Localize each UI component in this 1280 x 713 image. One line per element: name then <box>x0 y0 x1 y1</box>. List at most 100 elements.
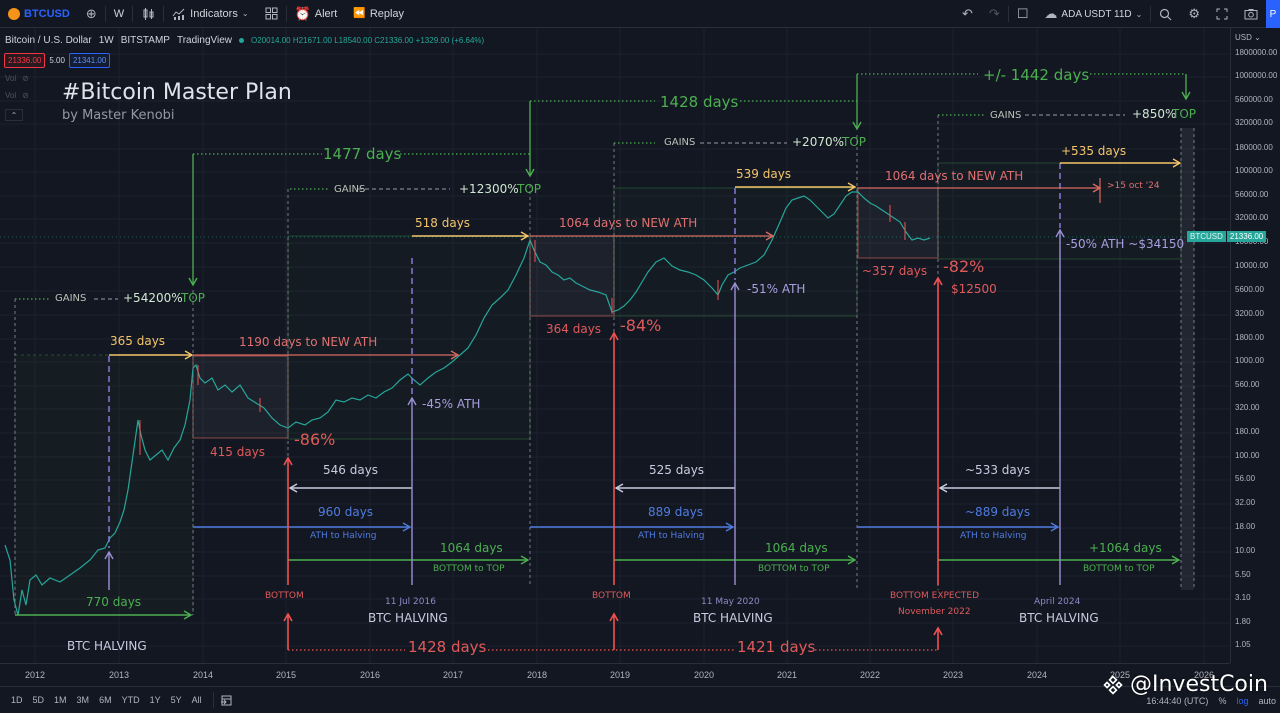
open-value: O20014.00 <box>251 36 291 45</box>
divider <box>1007 6 1009 22</box>
time-tick: 2017 <box>442 670 464 680</box>
price-tick: 320000.00 <box>1235 118 1273 127</box>
range-button-ytd[interactable]: YTD <box>121 695 140 705</box>
price-tick: 32.00 <box>1235 498 1256 507</box>
square-icon: ☐ <box>1016 6 1029 21</box>
snapshot-button[interactable] <box>1236 0 1266 28</box>
time-tick: 2013 <box>108 670 130 680</box>
price-chart[interactable] <box>0 28 1230 663</box>
fullscreen-button[interactable] <box>1208 0 1236 28</box>
bottom-up-arrows <box>283 276 943 650</box>
divider <box>285 5 287 22</box>
save-layout-button[interactable]: ☁ ADA USDT 11D ⌄ <box>1036 0 1150 28</box>
sell-button[interactable]: 21336.00 <box>4 53 46 68</box>
symbol-search-button[interactable]: BTCUSD <box>0 0 78 28</box>
price-tick: 56000.00 <box>1235 190 1269 199</box>
current-price: 21336.00 <box>1226 231 1267 242</box>
range-button-6m[interactable]: 6M <box>99 695 112 705</box>
market-status-icon <box>239 38 244 43</box>
gains-lines <box>94 114 1125 300</box>
currency-label: USD <box>1235 33 1252 42</box>
price-tick: 1800.00 <box>1235 333 1264 342</box>
time-tick: 2023 <box>942 670 964 680</box>
goto-date-icon[interactable] <box>220 694 233 707</box>
close-value: C21336.00 <box>374 36 414 45</box>
price-tick: 320.00 <box>1235 403 1260 412</box>
percent-scale-toggle[interactable]: % <box>1218 695 1227 706</box>
binance-logo-icon <box>1103 674 1123 695</box>
publish-button[interactable]: P <box>1266 0 1280 28</box>
vol-label: Vol <box>5 91 17 100</box>
time-tick: 2021 <box>776 670 798 680</box>
time-tick: 2018 <box>526 670 548 680</box>
chart-subtitle: by Master Kenobi <box>62 108 175 123</box>
symbol-name: BTCUSD <box>24 7 70 20</box>
plus-circle-icon: ⊕ <box>85 5 97 21</box>
quick-search-button[interactable] <box>1151 0 1180 28</box>
bitcoin-logo-icon <box>8 7 20 20</box>
range-button-3m[interactable]: 3M <box>76 695 90 705</box>
current-symbol: BTCUSD <box>1187 231 1226 242</box>
interval-button[interactable]: W <box>106 0 132 28</box>
range-button-1y[interactable]: 1Y <box>149 695 161 705</box>
legend-interval: 1W <box>98 35 114 46</box>
volume-indicator-row[interactable]: Vol ⊘ <box>5 91 29 100</box>
volume-indicator-row[interactable]: Vol ⊘ <box>5 74 29 83</box>
chevron-down-icon: ⌄ <box>1135 9 1143 19</box>
price-tick: 5600.00 <box>1235 285 1264 294</box>
price-tick: 180.00 <box>1235 427 1260 436</box>
range-button-5d[interactable]: 5D <box>32 695 45 705</box>
undo-icon: ↶ <box>961 6 973 21</box>
search-icon <box>1159 8 1172 21</box>
clock[interactable]: 16:44:40 (UTC) <box>1146 695 1209 706</box>
divider <box>104 5 106 22</box>
time-tick: 2020 <box>693 670 715 680</box>
spread-value: 5.00 <box>49 56 65 65</box>
eye-hidden-icon[interactable]: ⊘ <box>22 74 29 83</box>
range-button-1m[interactable]: 1M <box>54 695 67 705</box>
select-layout-button[interactable]: ☐ <box>1009 0 1037 28</box>
time-tick: 2026 <box>1193 670 1215 680</box>
auto-scale-toggle[interactable]: auto <box>1258 695 1276 706</box>
eye-hidden-icon[interactable]: ⊘ <box>22 91 29 100</box>
undo-button[interactable]: ↶ <box>954 0 981 28</box>
range-button-all[interactable]: All <box>191 695 202 705</box>
divider <box>132 5 134 22</box>
layout-name: ADA USDT 11D <box>1061 8 1132 20</box>
range-button-1d[interactable]: 1D <box>11 695 23 705</box>
legend-exchange: BITSTAMP <box>120 35 170 46</box>
compare-symbol-button[interactable]: ⊕ <box>78 0 105 28</box>
currency-selector[interactable]: USD ⌄ <box>1235 33 1261 42</box>
cloud-check-icon: ☁ <box>1044 6 1058 21</box>
change-value: +1329.00 (+6.64%) <box>415 36 485 45</box>
redo-button[interactable]: ↷ <box>981 0 1008 28</box>
grid <box>0 28 1230 663</box>
settings-button[interactable]: ⚙ <box>1180 0 1208 28</box>
candles-icon <box>141 7 155 21</box>
bottom-right-controls: 16:44:40 (UTC) % log auto <box>1146 687 1276 713</box>
collapse-legend-button[interactable]: ⌃ <box>5 109 23 121</box>
cycle-verticals <box>14 115 1195 615</box>
current-price-label: BTCUSD 21336.00 <box>1187 231 1267 242</box>
buy-button[interactable]: 21341.00 <box>68 53 111 68</box>
time-tick: 2015 <box>275 670 297 680</box>
buy-sell-panel: 21336.00 5.00 21341.00 <box>4 53 111 68</box>
log-scale-toggle[interactable]: log <box>1236 695 1249 706</box>
price-tick: 100.00 <box>1235 451 1260 460</box>
price-tick: 100000.00 <box>1235 166 1273 175</box>
halving-verticals <box>108 163 1061 548</box>
layouts-button[interactable] <box>257 0 286 28</box>
alert-button[interactable]: ⏰ Alert <box>287 0 346 28</box>
alert-label: Alert <box>314 7 338 20</box>
time-axis[interactable]: 2012 2013 2014 2015 2016 2017 2018 2019 2020 2021… <box>0 663 1230 685</box>
price-tick: 560.00 <box>1235 380 1260 389</box>
range-button-5y[interactable]: 5Y <box>170 695 182 705</box>
high-value: H21671.00 <box>292 36 332 45</box>
indicators-button[interactable]: Indicators ⌄ <box>164 0 256 28</box>
chart-type-button[interactable] <box>133 0 163 28</box>
ohlc-values: O20014.00 H21671.00 L18540.00 C21336.00 … <box>251 36 484 45</box>
price-axis[interactable]: USD ⌄ 1800000.00 1000000.00 560000.00 32000… <box>1230 28 1280 663</box>
replay-button[interactable]: ⏪ Replay <box>345 0 412 28</box>
price-series <box>4 191 931 616</box>
bottom-to-top-arrows <box>15 555 1181 620</box>
